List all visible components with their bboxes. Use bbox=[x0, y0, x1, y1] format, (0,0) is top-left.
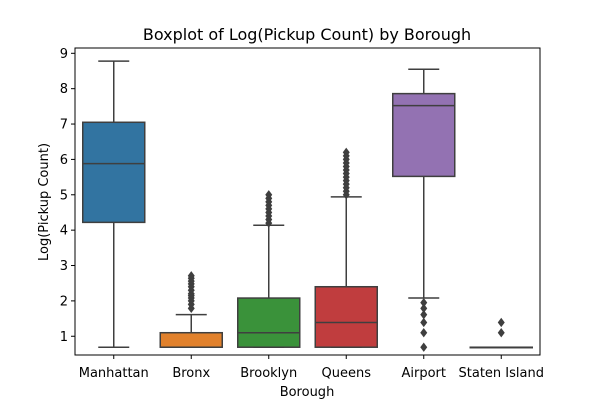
box-group bbox=[159, 271, 223, 348]
plot-frame bbox=[74, 47, 541, 356]
outlier-point bbox=[420, 317, 428, 328]
box-iqr bbox=[314, 285, 378, 348]
outlier-point bbox=[420, 297, 428, 308]
box-group bbox=[392, 68, 456, 352]
outlier-point bbox=[265, 190, 273, 200]
box-group bbox=[469, 317, 533, 349]
x-tick-label: Airport bbox=[402, 366, 447, 381]
outlier-point bbox=[497, 328, 505, 338]
x-tick-label: Bronx bbox=[172, 366, 210, 381]
y-tick-label: 8 bbox=[60, 82, 68, 97]
box-group bbox=[237, 190, 301, 348]
y-tick-label: 6 bbox=[60, 153, 68, 168]
outlier-point bbox=[420, 310, 428, 320]
x-tick-label: Queens bbox=[322, 366, 372, 381]
y-tick-label: 7 bbox=[60, 118, 68, 133]
y-axis: 1 2 3 4 5 6 7 8 9 bbox=[60, 47, 75, 345]
chart-title: Boxplot of Log(Pickup Count) by Borough bbox=[143, 25, 471, 44]
outlier-point bbox=[420, 328, 428, 338]
box-iqr bbox=[237, 297, 301, 348]
y-tick-label: 3 bbox=[60, 259, 68, 274]
y-tick-label: 2 bbox=[60, 294, 68, 309]
x-axis: Manhattan Bronx Brooklyn Queens Airport State… bbox=[79, 355, 544, 381]
y-tick-label: 5 bbox=[60, 188, 68, 203]
box-iqr bbox=[82, 121, 146, 224]
outlier-point bbox=[497, 317, 505, 328]
outlier-point bbox=[420, 342, 428, 352]
y-tick-label: 4 bbox=[60, 224, 68, 239]
x-tick-label: Manhattan bbox=[79, 366, 149, 381]
outlier-point bbox=[420, 303, 428, 313]
x-axis-title: Borough bbox=[280, 385, 335, 400]
y-tick-label: 1 bbox=[60, 330, 68, 345]
box-group bbox=[82, 60, 146, 348]
box-iqr bbox=[159, 331, 223, 348]
x-tick-label: Staten Island bbox=[459, 366, 544, 381]
outlier-point bbox=[187, 271, 195, 281]
y-tick-label: 9 bbox=[60, 47, 68, 62]
y-axis-title: Log(Pickup Count) bbox=[37, 143, 52, 261]
box-iqr bbox=[392, 92, 456, 178]
outlier-point bbox=[342, 147, 350, 158]
x-tick-label: Brooklyn bbox=[240, 366, 297, 381]
plot-area bbox=[82, 60, 533, 352]
box-group bbox=[314, 147, 378, 348]
